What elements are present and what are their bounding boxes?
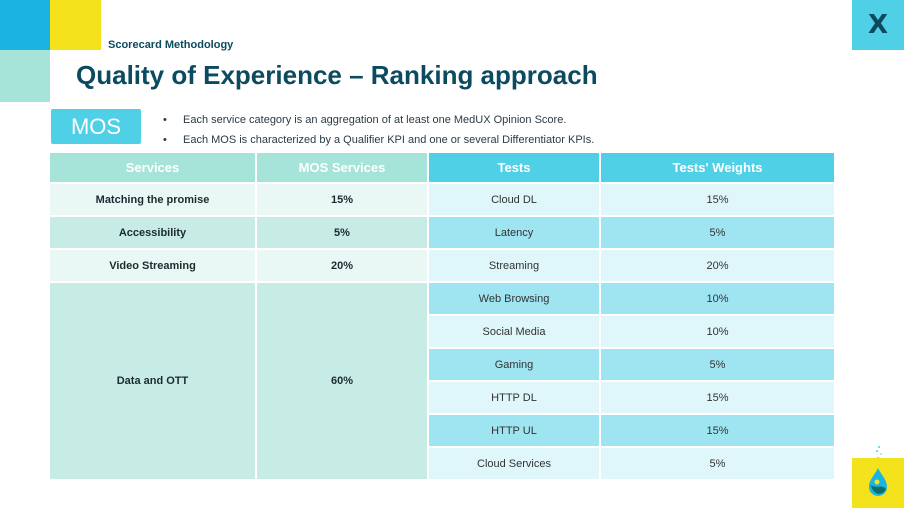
service-mos-weight: 60%: [257, 283, 429, 481]
brand-mark-bottom: [852, 458, 904, 508]
table-header-row: Services MOS Services Tests Tests' Weigh…: [50, 153, 836, 184]
test-name: Latency: [429, 217, 601, 250]
test-weight: 15%: [601, 415, 836, 448]
brand-logo-mark: X: [867, 10, 889, 40]
page-title: Quality of Experience – Ranking approach: [76, 60, 598, 90]
service-name: Data and OTT: [50, 283, 257, 481]
header-services: Services: [50, 153, 257, 184]
table-row: Video Streaming 20% Streaming 20%: [50, 250, 836, 283]
service-name: Matching the promise: [50, 184, 257, 217]
test-weight: 15%: [601, 382, 836, 415]
test-weight: 10%: [601, 316, 836, 349]
test-name: HTTP UL: [429, 415, 601, 448]
table-row: Data and OTT 60% Web Browsing 10%: [50, 283, 836, 481]
test-name: Cloud DL: [429, 184, 601, 217]
table-row: HTTP DL 15%: [50, 382, 836, 415]
test-weight: 5%: [601, 349, 836, 382]
test-name: Gaming: [429, 349, 601, 382]
service-mos-weight: 20%: [257, 250, 429, 283]
water-drop-icon: [869, 468, 887, 496]
table-row: Cloud Services 5%: [50, 448, 836, 481]
test-name: Cloud Services: [429, 448, 601, 481]
service-name: Video Streaming: [50, 250, 257, 283]
corner-square-mint: [0, 50, 50, 102]
table-row: Social Media 10%: [50, 316, 836, 349]
test-name: Social Media: [429, 316, 601, 349]
mos-bullet-list: Each service category is an aggregation …: [163, 110, 594, 150]
table-row: Matching the promise 15% Cloud DL 15%: [50, 184, 836, 217]
test-name: Streaming: [429, 250, 601, 283]
test-weight: 15%: [601, 184, 836, 217]
ranking-table: Services MOS Services Tests Tests' Weigh…: [50, 153, 836, 481]
test-name: HTTP DL: [429, 382, 601, 415]
header-tests: Tests: [429, 153, 601, 184]
table-row: Gaming 5%: [50, 349, 836, 382]
section-label: Scorecard Methodology: [108, 39, 234, 51]
service-mos-weight: 15%: [257, 184, 429, 217]
service-name: Accessibility: [50, 217, 257, 250]
bullet-item: Each service category is an aggregation …: [163, 110, 594, 130]
test-weight: 10%: [601, 283, 836, 316]
test-weight: 5%: [601, 217, 836, 250]
mos-badge: MOS: [51, 109, 141, 144]
corner-square-blue: [0, 0, 50, 50]
table-row: HTTP UL 15%: [50, 415, 836, 448]
test-name: Web Browsing: [429, 283, 601, 316]
test-weight: 20%: [601, 250, 836, 283]
header-mos-services: MOS Services: [257, 153, 429, 184]
table-row: Accessibility 5% Latency 5%: [50, 217, 836, 250]
header-tests-weights: Tests' Weights: [601, 153, 836, 184]
brand-logo: X: [852, 0, 904, 50]
test-weight: 5%: [601, 448, 836, 481]
bullet-item: Each MOS is characterized by a Qualifier…: [163, 130, 594, 150]
corner-square-yellow: [50, 0, 101, 50]
service-mos-weight: 5%: [257, 217, 429, 250]
